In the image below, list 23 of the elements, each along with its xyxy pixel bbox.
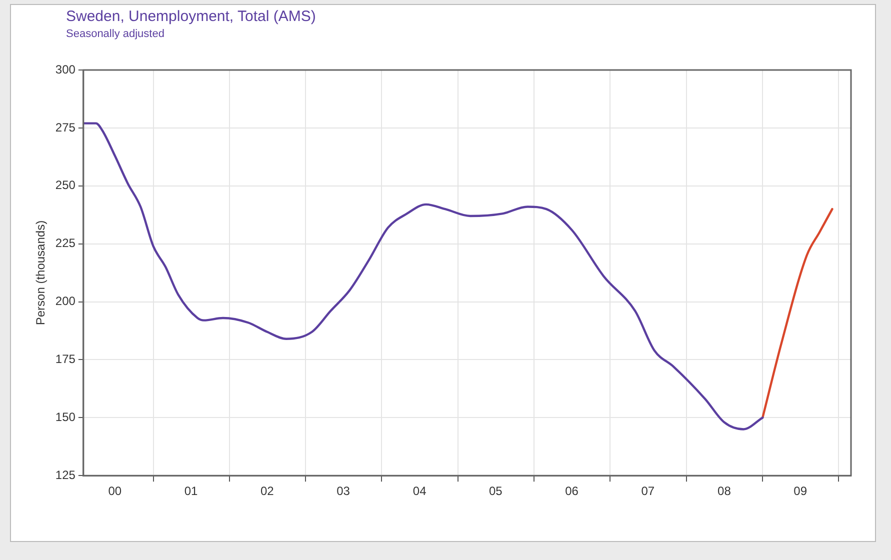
- x-tick-label: 09: [794, 484, 808, 498]
- y-tick-label: 300: [55, 62, 76, 76]
- x-tick-label: 01: [184, 484, 198, 498]
- x-tick-label: 06: [565, 484, 579, 498]
- chart-subtitle: Seasonally adjusted: [66, 28, 164, 40]
- y-tick-label: 175: [55, 352, 76, 366]
- x-tick-label: 05: [488, 484, 503, 498]
- x-tick-label: 07: [641, 484, 655, 498]
- x-tick-label: 02: [260, 484, 274, 498]
- x-tick-label: 08: [718, 484, 732, 498]
- x-tick-label: 00: [108, 484, 122, 498]
- line-series: [83, 122, 764, 430]
- y-axis-title: Person (thousands): [34, 220, 48, 326]
- y-tick-label: 225: [55, 236, 76, 250]
- y-tick-label: 250: [55, 178, 76, 192]
- y-tick-label: 275: [55, 120, 76, 134]
- y-tick-label: 125: [55, 468, 76, 482]
- y-tick-label: 200: [55, 294, 76, 308]
- x-tick-label: 04: [412, 484, 427, 498]
- x-tick-label: 03: [336, 484, 350, 498]
- y-tick-label: 150: [55, 410, 76, 424]
- line-series: [761, 208, 834, 419]
- chart-title: Sweden, Unemployment, Total (AMS): [66, 8, 316, 25]
